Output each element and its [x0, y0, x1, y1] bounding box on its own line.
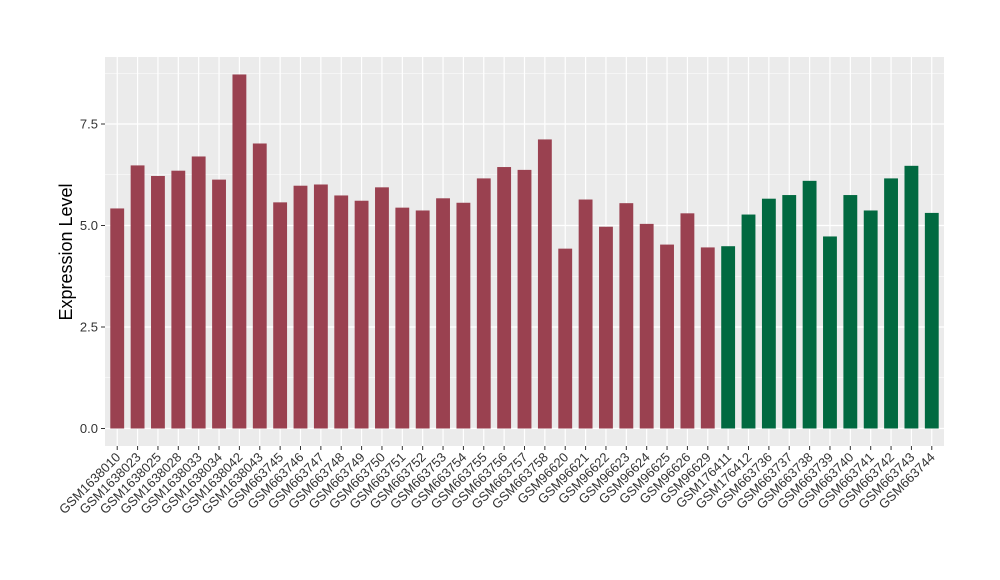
bar-GSM96625 [660, 244, 674, 429]
bar-GSM663738 [802, 180, 817, 429]
x-axis: GSM1638010GSM1638023GSM1638025GSM1638028… [56, 446, 938, 517]
bar-GSM1638023 [130, 165, 145, 429]
bar-GSM96621 [578, 199, 593, 429]
bar-GSM1638010 [110, 208, 125, 429]
bar-GSM96624 [639, 223, 654, 429]
bar-GSM663753 [436, 198, 450, 429]
bar-GSM663747 [313, 184, 328, 429]
bar-GSM663743 [904, 165, 919, 429]
bar-GSM663744 [924, 212, 939, 429]
bar-GSM663742 [884, 178, 898, 429]
bar-GSM663741 [863, 210, 878, 429]
bar-GSM663756 [497, 167, 512, 429]
bar-GSM96620 [558, 248, 573, 429]
y-tick-label: 0.0 [80, 421, 98, 436]
bar-GSM663751 [395, 207, 410, 429]
bar-GSM1638043 [252, 143, 267, 429]
bar-GSM663754 [456, 202, 471, 429]
bar-GSM663746 [293, 185, 308, 429]
y-axis: 0.0 2.5 5.0 7.5 [80, 117, 105, 436]
bar-GSM663740 [843, 195, 858, 429]
bar-GSM1638033 [191, 156, 206, 429]
y-axis-title: Expression Level [56, 183, 76, 320]
bar-GSM663745 [273, 202, 288, 429]
bar-GSM663758 [537, 139, 552, 429]
bar-GSM96623 [619, 203, 634, 429]
bar-GSM1638034 [212, 179, 226, 429]
y-tick-label: 5.0 [80, 218, 98, 233]
bar-GSM663757 [517, 169, 532, 429]
bar-GSM96622 [599, 226, 613, 429]
bar-GSM176411 [721, 246, 736, 429]
bar-GSM1638025 [151, 175, 165, 429]
bar-GSM663739 [823, 236, 837, 429]
bar-GSM663748 [334, 195, 349, 429]
y-tick-label: 7.5 [80, 117, 98, 132]
bar-GSM663755 [476, 178, 491, 429]
bar-GSM96629 [700, 247, 715, 429]
bar-GSM1638042 [232, 74, 247, 429]
bar-GSM96626 [680, 213, 695, 429]
bar-GSM1638028 [171, 170, 186, 429]
bar-GSM663749 [354, 200, 369, 429]
y-tick-label: 2.5 [80, 320, 98, 335]
bar-GSM176412 [741, 214, 756, 429]
bar-GSM663737 [782, 195, 797, 429]
bar-GSM663752 [415, 210, 430, 429]
bars [110, 74, 939, 429]
bar-GSM663750 [375, 187, 389, 429]
bar-GSM663736 [761, 198, 776, 429]
